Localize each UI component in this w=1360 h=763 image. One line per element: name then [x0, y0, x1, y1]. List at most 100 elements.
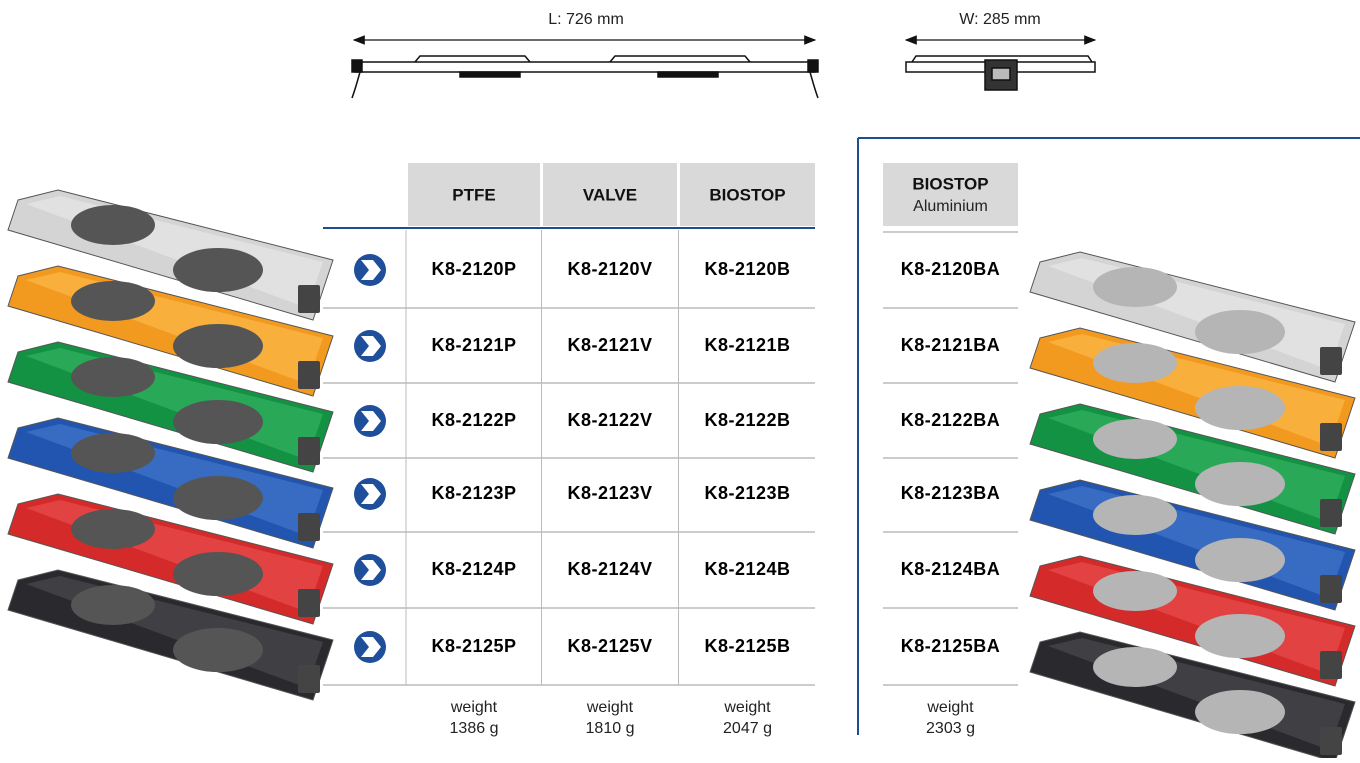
front-profile: [905, 55, 1096, 91]
weight-text: 1386 g: [450, 720, 499, 737]
tray: [7, 341, 334, 473]
tray: [1029, 403, 1356, 535]
tray-latch: [1320, 499, 1342, 527]
tray: [1029, 251, 1356, 383]
tray-pad: [71, 585, 155, 625]
weight-text: 2303 g: [926, 720, 975, 737]
tray-latch: [1320, 575, 1342, 603]
tray-latch: [1320, 423, 1342, 451]
tray-pad: [173, 552, 263, 596]
tray-pad: [1093, 343, 1177, 383]
tray-latch: [298, 361, 320, 389]
tray-pad: [173, 476, 263, 520]
product-code: K8-2125BA: [901, 636, 1001, 656]
product-code: K8-2121V: [567, 335, 652, 355]
tray: [7, 265, 334, 397]
arrow-icon: [354, 405, 386, 437]
arrow-icon: [354, 330, 386, 362]
product-code: K8-2123P: [431, 483, 516, 503]
tray-pad: [1195, 310, 1285, 354]
arrow-chevron: [361, 560, 381, 580]
tray: [1029, 631, 1356, 763]
column-header: PTFE: [452, 185, 495, 204]
tray-pad: [1195, 462, 1285, 506]
column-header: VALVE: [583, 185, 637, 204]
arrow-icon: [354, 554, 386, 586]
tray-pad: [71, 281, 155, 321]
tray: [7, 569, 334, 701]
arrow-icon: [354, 478, 386, 510]
product-code: K8-2123V: [567, 483, 652, 503]
tray-pad: [1093, 419, 1177, 459]
tray: [1029, 555, 1356, 687]
tray-pad: [1093, 571, 1177, 611]
product-code: K8-2122V: [567, 410, 652, 430]
tray-latch: [298, 665, 320, 693]
weight-text: 1810 g: [586, 720, 635, 737]
width-label: W: 285 mm: [959, 11, 1041, 28]
product-code: K8-2125B: [704, 636, 790, 656]
tray-images: [7, 189, 1356, 763]
tray-pad: [173, 628, 263, 672]
header-cell: [408, 163, 540, 226]
tray-pad: [1195, 690, 1285, 734]
product-code: K8-2120BA: [901, 259, 1001, 279]
arrow-chevron: [361, 637, 381, 657]
tray-pad: [173, 400, 263, 444]
tray-pad: [1195, 614, 1285, 658]
tray-latch: [1320, 727, 1342, 755]
weight-text: weight: [723, 699, 771, 716]
tray-pad: [173, 324, 263, 368]
arrow-chevron: [361, 484, 381, 504]
weight-text: weight: [926, 699, 974, 716]
product-code: K8-2122P: [431, 410, 516, 430]
header-cell: [543, 163, 677, 226]
weight-text: weight: [586, 699, 634, 716]
tray-latch: [298, 513, 320, 541]
tray-pad: [173, 248, 263, 292]
product-code: K8-2120B: [704, 259, 790, 279]
product-code: K8-2124BA: [901, 559, 1001, 579]
product-code: K8-2120V: [567, 259, 652, 279]
tray-pad: [71, 357, 155, 397]
tray-pad: [71, 509, 155, 549]
product-code: K8-2124P: [431, 559, 516, 579]
product-code: K8-2122B: [704, 410, 790, 430]
product-code: K8-2121BA: [901, 335, 1001, 355]
product-code: K8-2124B: [704, 559, 790, 579]
tray-pad: [1093, 647, 1177, 687]
tray: [1029, 479, 1356, 611]
weight-text: weight: [450, 699, 498, 716]
tray-pad: [71, 433, 155, 473]
weight-text: 2047 g: [723, 720, 772, 737]
length-label: L: 726 mm: [548, 11, 624, 28]
product-code: K8-2123BA: [901, 483, 1001, 503]
tray: [7, 417, 334, 549]
tray-latch: [298, 437, 320, 465]
tray-latch: [298, 589, 320, 617]
tray-pad: [1093, 267, 1177, 307]
product-code: K8-2125P: [431, 636, 516, 656]
tray-latch: [1320, 347, 1342, 375]
tray-pad: [1195, 386, 1285, 430]
tray-pad: [1195, 538, 1285, 582]
side-profile: [351, 55, 819, 99]
column-header: BIOSTOP: [709, 185, 785, 204]
header-cell: [883, 163, 1018, 226]
arrow-icon: [354, 631, 386, 663]
product-code: K8-2120P: [431, 259, 516, 279]
product-code: K8-2125V: [567, 636, 652, 656]
arrow-chevron: [361, 336, 381, 356]
arrow-icon: [354, 254, 386, 286]
tray-latch: [298, 285, 320, 313]
product-code: K8-2123B: [704, 483, 790, 503]
product-code: K8-2121P: [431, 335, 516, 355]
tray-pad: [71, 205, 155, 245]
column-subheader: Aluminium: [913, 198, 988, 215]
product-table: PTFE VALVE BIOSTOP K8-2120P K8-2120V K8-2120B…: [323, 163, 1018, 737]
tray-latch: [1320, 651, 1342, 679]
arrow-chevron: [361, 260, 381, 280]
product-code: K8-2122BA: [901, 410, 1001, 430]
tray: [7, 493, 334, 625]
